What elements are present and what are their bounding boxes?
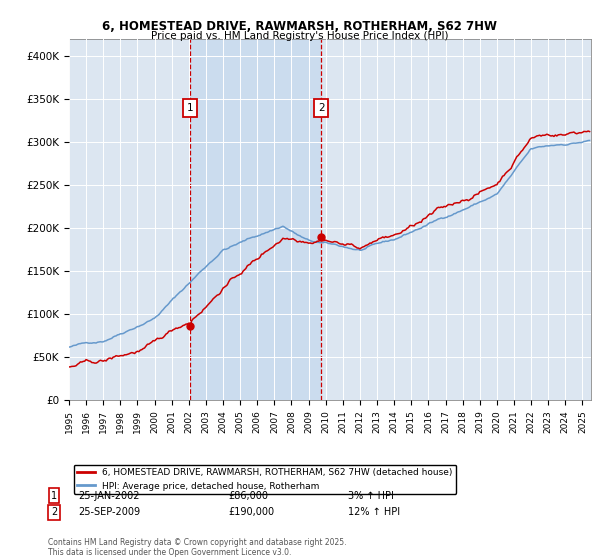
Text: 1: 1 [187,103,193,113]
Text: Contains HM Land Registry data © Crown copyright and database right 2025.
This d: Contains HM Land Registry data © Crown c… [48,538,347,557]
Text: £86,000: £86,000 [228,491,268,501]
Text: Price paid vs. HM Land Registry's House Price Index (HPI): Price paid vs. HM Land Registry's House … [151,31,449,41]
Text: 3% ↑ HPI: 3% ↑ HPI [348,491,394,501]
Text: 1: 1 [51,491,57,501]
Text: 25-SEP-2009: 25-SEP-2009 [78,507,140,517]
Legend: 6, HOMESTEAD DRIVE, RAWMARSH, ROTHERHAM, S62 7HW (detached house), HPI: Average : 6, HOMESTEAD DRIVE, RAWMARSH, ROTHERHAM,… [74,464,457,494]
Text: 25-JAN-2002: 25-JAN-2002 [78,491,139,501]
Bar [190,39,321,400]
Text: £190,000: £190,000 [228,507,274,517]
Text: 6, HOMESTEAD DRIVE, RAWMARSH, ROTHERHAM, S62 7HW: 6, HOMESTEAD DRIVE, RAWMARSH, ROTHERHAM,… [103,20,497,32]
Text: 2: 2 [318,103,325,113]
Text: 12% ↑ HPI: 12% ↑ HPI [348,507,400,517]
Text: 2: 2 [51,507,57,517]
